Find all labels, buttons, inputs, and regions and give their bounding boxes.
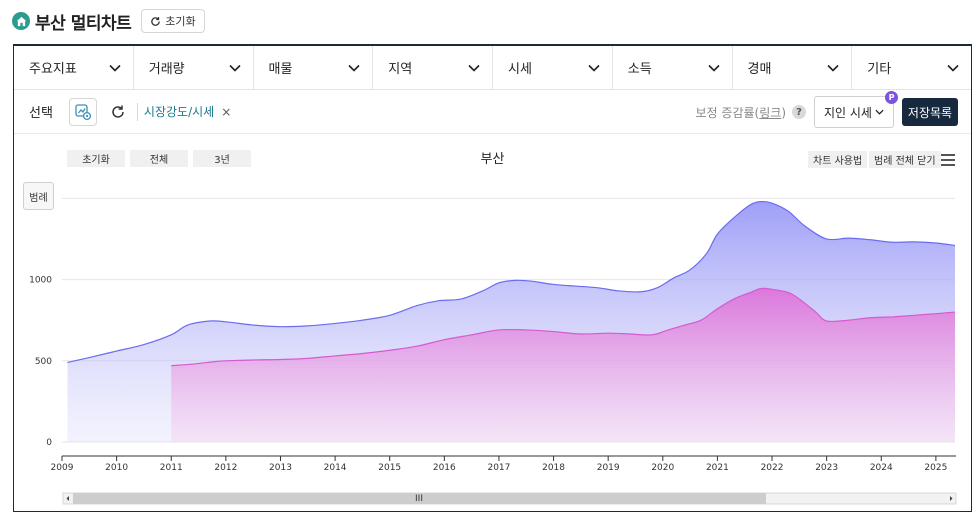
chevron-down-icon (468, 64, 480, 72)
legend-toggle-button[interactable]: 범례 (23, 182, 54, 210)
selection-bar: 선택 시장강도/시세 × 보정 증감률(링크) ? 지인 시세 P (14, 90, 971, 134)
chart-title: 부산 (480, 152, 505, 167)
chevron-down-icon (875, 109, 884, 115)
selection-label: 선택 (29, 106, 53, 121)
x-tick-label: 2012 (214, 463, 237, 473)
chevron-down-icon (348, 64, 360, 72)
x-tick-label: 2015 (378, 463, 401, 473)
series-jeonse-price-line (171, 287, 956, 367)
chevron-down-icon (707, 64, 720, 72)
nav-item-auction[interactable]: 경매 (733, 46, 853, 89)
chart-settings-icon (75, 103, 91, 120)
price-source-value: 지인 시세 (824, 105, 872, 120)
nav-item-label: 경매 (747, 62, 772, 77)
x-tick-label: 2023 (815, 463, 838, 473)
nav-item-price[interactable]: 시세 (493, 46, 613, 89)
chevron-down-icon (827, 64, 839, 72)
area-chart: 0 500 1000 2009 2010 2011 2012 2013 2014 2015 201… (29, 197, 957, 505)
x-tick-label: 2019 (597, 463, 620, 473)
x-axis: 2009 2010 2011 2012 2013 2014 2015 2016 2017 2018… (51, 455, 956, 473)
x-tick-label: 2022 (761, 463, 784, 473)
nav-item-label: 기타 (867, 62, 892, 77)
x-tick-label: 2020 (651, 463, 674, 473)
range-reset-button[interactable]: 초기화 (67, 150, 125, 167)
page-header: 부산 멀티차트 초기화 (12, 8, 205, 34)
nav-item-volume[interactable]: 거래량 (134, 46, 254, 89)
adjusted-change-text: 보정 증감률(링크) (696, 104, 786, 121)
help-icon[interactable]: ? (792, 105, 806, 119)
chevron-down-icon (109, 64, 121, 72)
y-tick-label: 500 (35, 357, 52, 367)
adjusted-change-label: 보정 증감률( (695, 105, 760, 120)
close-all-legend-button[interactable]: 범례 전체 닫기 (869, 151, 941, 168)
adjusted-change-end: ) (781, 105, 786, 120)
nav-item-major-indicators[interactable]: 주요지표 (14, 46, 134, 89)
chip-label: 시장강도/시세 (143, 105, 215, 119)
x-tick-label: 2009 (51, 463, 74, 473)
page-title: 부산 멀티차트 (35, 13, 132, 34)
x-tick-label: 2016 (433, 463, 456, 473)
category-nav: 주요지표 거래량 매물 지역 시세 소득 경매 기타 (14, 46, 971, 90)
home-icon (12, 12, 30, 30)
range-all-button[interactable]: 전체 (130, 150, 188, 167)
nav-item-region[interactable]: 지역 (373, 46, 493, 89)
nav-item-income[interactable]: 소득 (613, 46, 733, 89)
menu-icon[interactable] (941, 154, 955, 166)
x-tick-label: 2024 (870, 463, 893, 473)
refresh-icon (112, 105, 124, 118)
chart-area: 초기화 전체 3년 부산 차트 사용법 범례 전체 닫기 범례 0 500 1000… (14, 134, 971, 512)
chevron-down-icon (588, 64, 600, 72)
close-icon[interactable]: × (221, 104, 232, 119)
refresh-button[interactable] (109, 103, 127, 121)
chevron-down-icon (947, 64, 959, 72)
reset-all-label: 초기화 (165, 15, 196, 28)
saved-list-button[interactable]: 저장목록 (902, 98, 958, 126)
chart-panel: 주요지표 거래량 매물 지역 시세 소득 경매 기타 선택 시장강도/시세 × … (13, 44, 972, 512)
x-tick-label: 2010 (105, 463, 128, 473)
adjusted-change-link[interactable]: 링크 (759, 105, 782, 120)
refresh-icon (151, 16, 161, 26)
nav-item-listings[interactable]: 매물 (254, 46, 374, 89)
selection-actions: 보정 증감률(링크) ? 지인 시세 P 저장목록 (696, 91, 958, 128)
nav-item-label: 지역 (388, 62, 413, 77)
premium-badge: P (885, 91, 898, 104)
scroll-right-icon (950, 496, 953, 501)
chart-guide-button[interactable]: 차트 사용법 (808, 151, 868, 168)
y-axis: 0 500 1000 (29, 276, 52, 448)
nav-item-label: 매물 (268, 62, 293, 77)
series-buy-price-line (67, 200, 956, 363)
chart-series (67, 200, 956, 442)
price-source-select[interactable]: 지인 시세 P (814, 91, 898, 128)
x-tick-label: 2011 (160, 463, 183, 473)
series-jeonse-price-area (171, 288, 955, 442)
x-tick-label: 2014 (324, 463, 347, 473)
divider (136, 102, 138, 121)
chevron-down-icon (228, 64, 241, 72)
nav-item-etc[interactable]: 기타 (852, 46, 971, 89)
reset-all-button[interactable]: 초기화 (141, 9, 205, 33)
x-tick-label: 2017 (487, 463, 510, 473)
scrollbar-handle (73, 493, 766, 504)
scrollbar-grip: III (415, 494, 423, 504)
x-tick-label: 2013 (269, 463, 292, 473)
range-3y-button[interactable]: 3년 (193, 150, 251, 167)
x-tick-label: 2018 (542, 463, 565, 473)
x-tick-label: 2025 (924, 463, 947, 473)
scroll-left-icon (66, 496, 69, 501)
y-tick-label: 1000 (29, 276, 52, 286)
indicator-picker-button[interactable] (68, 97, 97, 126)
selected-indicator-chip: 시장강도/시세 × (144, 103, 231, 120)
chart-scrollbar[interactable]: III (62, 492, 957, 505)
nav-item-label: 주요지표 (29, 62, 77, 77)
nav-item-label: 소득 (627, 62, 652, 77)
y-tick-label: 0 (46, 438, 52, 448)
x-tick-label: 2021 (706, 463, 729, 473)
nav-item-label: 거래량 (148, 62, 185, 77)
nav-item-label: 시세 (508, 62, 532, 77)
